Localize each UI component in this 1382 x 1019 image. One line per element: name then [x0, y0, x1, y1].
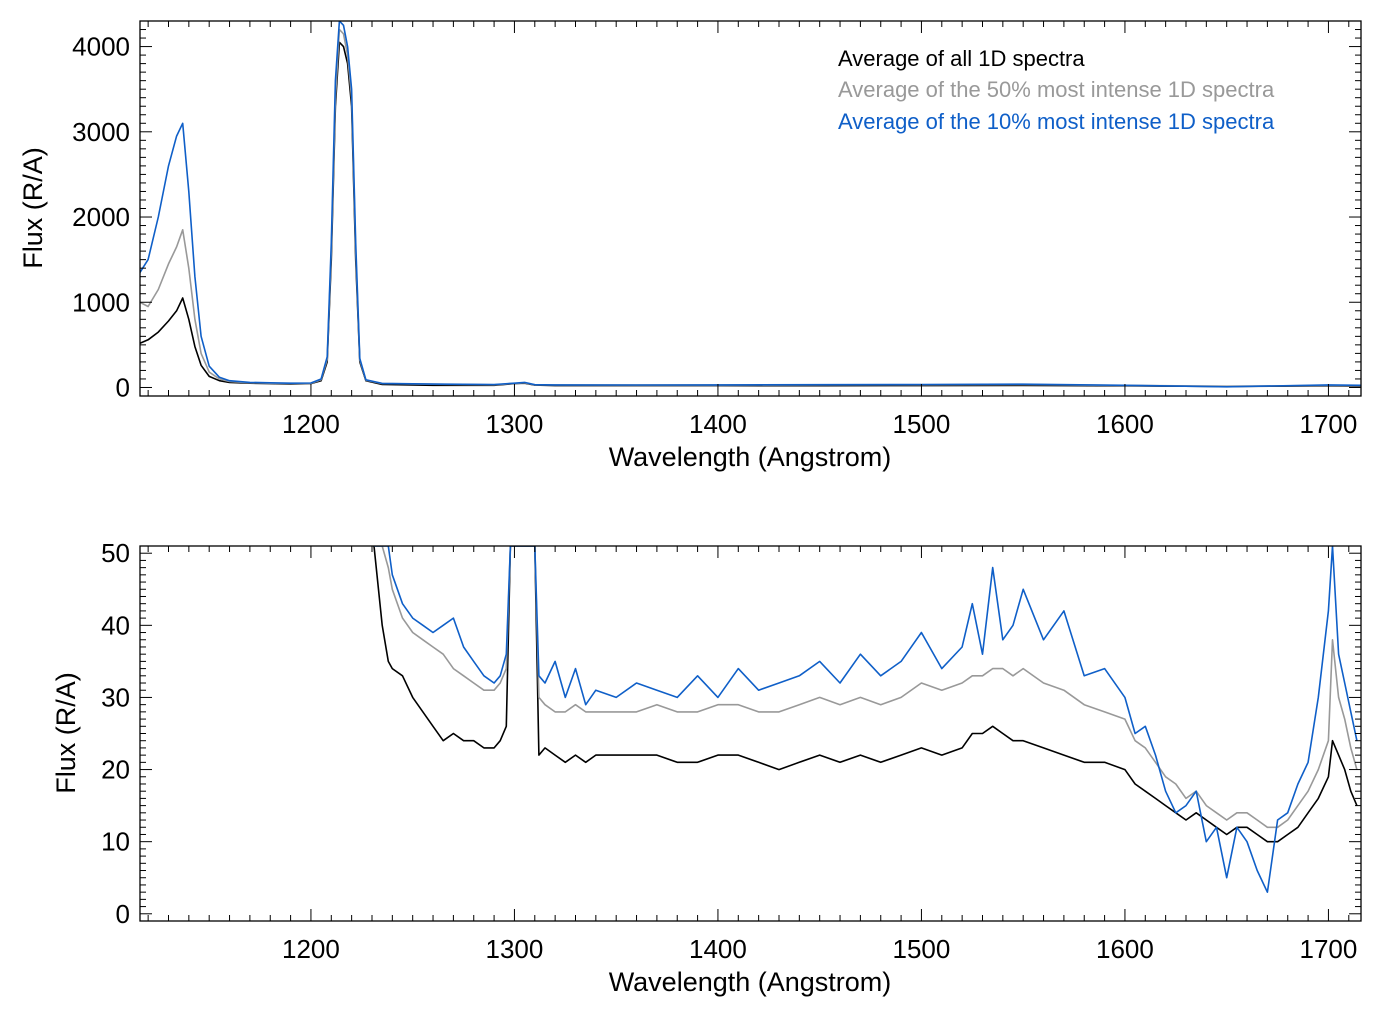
bottom-y-tick-label: 0	[116, 899, 130, 929]
top-y-tick-labels: 0 1000 2000 3000 4000	[72, 32, 130, 403]
bottom-plot-frame	[139, 545, 1362, 922]
top-x-tick-label: 1600	[1096, 409, 1154, 439]
top-x-tick-label: 1500	[893, 409, 951, 439]
legend: Average of all 1D spectra Average of the…	[838, 46, 1275, 134]
top-y-tick-label: 4000	[72, 32, 130, 62]
top-x-tick-label: 1200	[282, 409, 340, 439]
bottom-x-tick-label: 1200	[282, 934, 340, 964]
top-x-tick-label: 1400	[689, 409, 747, 439]
bottom-series-line-1	[373, 546, 1358, 843]
bottom-series-line-3	[374, 546, 1358, 893]
top-series-line-3	[140, 21, 1361, 388]
bottom-y-tick-label: 30	[101, 682, 130, 712]
bottom-spectrum-panel: 1200 1300 1400 1500 1600 1700 0 10 20 30 40 50 Wav…	[51, 538, 1362, 997]
bottom-x-tick-label: 1400	[689, 934, 747, 964]
bottom-x-tick-label: 1500	[893, 934, 951, 964]
top-spectrum-panel: 1200 1300 1400 1500 1600 1700 0 1000 2000 3000 40…	[18, 20, 1362, 472]
bottom-y-tick-label: 10	[101, 827, 130, 857]
top-y-tick-label: 0	[116, 372, 130, 402]
top-spectrum-lines	[140, 21, 1361, 388]
top-y-axis-title: Flux (R/A)	[18, 147, 48, 269]
bottom-x-axis-title: Wavelength (Angstrom)	[609, 967, 892, 997]
legend-entry-all-spectra: Average of all 1D spectra	[838, 46, 1085, 71]
bottom-x-tick-label: 1700	[1300, 934, 1358, 964]
top-x-tick-labels: 1200 1300 1400 1500 1600 1700	[282, 409, 1357, 439]
top-x-axis-title: Wavelength (Angstrom)	[609, 442, 892, 472]
bottom-axis-ticks	[140, 545, 1361, 922]
top-y-tick-label: 3000	[72, 117, 130, 147]
legend-entry-50-percent: Average of the 50% most intense 1D spect…	[838, 77, 1275, 102]
top-plot-frame	[139, 20, 1362, 397]
legend-entry-10-percent: Average of the 10% most intense 1D spect…	[838, 109, 1275, 134]
bottom-x-tick-label: 1600	[1096, 934, 1154, 964]
bottom-spectrum-lines	[373, 546, 1358, 893]
bottom-y-tick-label: 40	[101, 610, 130, 640]
bottom-y-tick-label: 20	[101, 755, 130, 785]
bottom-y-tick-label: 50	[101, 538, 130, 568]
bottom-y-axis-title: Flux (R/A)	[51, 672, 81, 794]
top-y-tick-label: 2000	[72, 202, 130, 232]
bottom-y-tick-labels: 0 10 20 30 40 50	[101, 538, 130, 929]
bottom-x-tick-labels: 1200 1300 1400 1500 1600 1700	[282, 934, 1357, 964]
top-x-tick-label: 1300	[486, 409, 544, 439]
top-x-tick-label: 1700	[1300, 409, 1358, 439]
top-y-tick-label: 1000	[72, 287, 130, 317]
bottom-x-tick-label: 1300	[486, 934, 544, 964]
bottom-series-line-2	[374, 546, 1358, 829]
